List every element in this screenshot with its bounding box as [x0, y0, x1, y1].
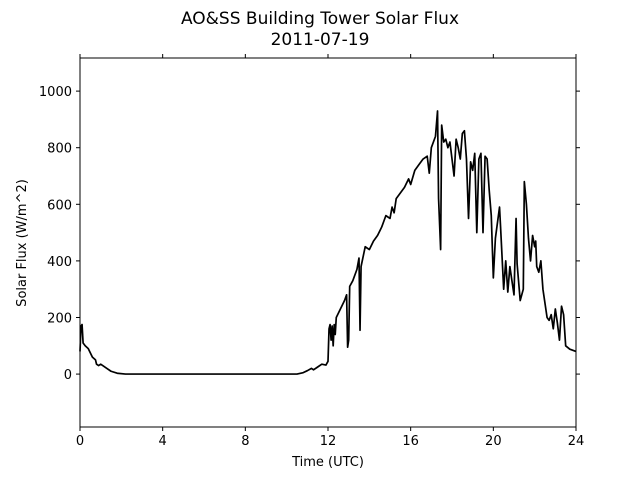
x-tick-label: 24	[568, 434, 585, 449]
x-axis-label: Time (UTC)	[291, 455, 364, 470]
x-tick-label: 4	[159, 434, 167, 449]
chart-title: AO&SS Building Tower Solar Flux	[181, 9, 459, 29]
flux-line	[79, 110, 577, 375]
y-tick-label: 1000	[39, 85, 72, 100]
y-tick-label: 800	[47, 142, 72, 157]
x-tick-label: 20	[485, 434, 502, 449]
x-tick-label: 16	[402, 434, 419, 449]
y-tick-label: 600	[47, 198, 72, 213]
y-tick-label: 400	[47, 255, 72, 270]
chart-subtitle: 2011-07-19	[271, 30, 370, 50]
x-tick-label: 12	[320, 434, 337, 449]
y-axis-label: Solar Flux (W/m^2)	[15, 179, 30, 307]
x-tick-label: 8	[241, 434, 249, 449]
y-tick-label: 0	[64, 368, 72, 383]
y-tick-label: 200	[47, 311, 72, 326]
x-tick-label: 0	[76, 434, 84, 449]
